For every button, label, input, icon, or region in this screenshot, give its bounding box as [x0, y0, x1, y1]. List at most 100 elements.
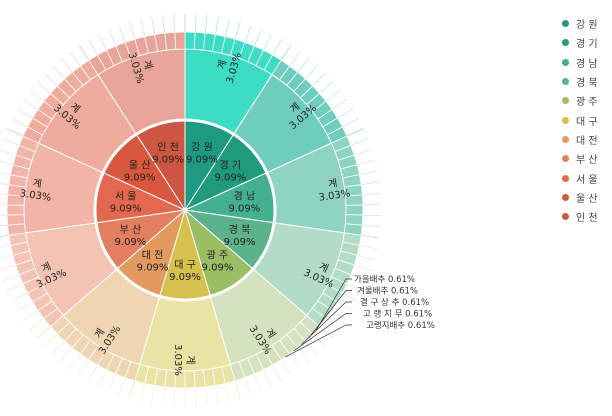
subtotal-label: 계 [32, 177, 43, 190]
category-value-label: 9.09% [110, 203, 142, 214]
item-slice-tick [162, 386, 166, 405]
item-slice-tick [359, 245, 378, 250]
item-slice-tick [342, 292, 359, 302]
item-slice [174, 31, 186, 50]
item-slice-tick [0, 245, 11, 248]
category-slice [136, 120, 186, 212]
item-slice-tick [362, 192, 381, 196]
item-slice-tick [325, 318, 341, 330]
item-slice [6, 214, 26, 226]
item-slice-tick [263, 33, 272, 51]
item-slice-tick [6, 283, 24, 292]
item-slice [6, 204, 25, 216]
legend-item[interactable]: 광 주 [562, 91, 598, 110]
item-slice-tick [129, 380, 136, 399]
legend-item[interactable]: 경 북 [562, 72, 598, 91]
item-slice-tick [225, 383, 230, 401]
item-slice [184, 370, 196, 389]
legend-label: 경 북 [576, 78, 598, 90]
item-slice-tick [0, 235, 9, 237]
item-slice-tick [60, 347, 73, 362]
legend-swatch-icon [562, 174, 569, 182]
item-slice-tick [98, 33, 107, 51]
item-slice-tick [342, 118, 359, 128]
legend-label: 서 울 [576, 174, 598, 186]
callout-label: 결 구 상 추 0.61% [360, 297, 429, 308]
legend-item[interactable]: 대 구 [562, 110, 598, 129]
item-slice-tick [204, 386, 208, 405]
item-slice-tick [129, 21, 136, 40]
item-slice-tick [350, 274, 368, 282]
item-slice-tick [215, 385, 219, 404]
item-slice-tick [361, 235, 380, 239]
callout-label: 고랭지배추 0.61% [366, 320, 435, 331]
legend-label: 대 구 [576, 116, 598, 128]
legend-item[interactable]: 부 산 [562, 149, 598, 168]
legend-item[interactable]: 울 산 [562, 188, 598, 207]
item-slice-tick [254, 29, 262, 47]
legend-item[interactable]: 인 천 [562, 207, 598, 226]
item-slice [184, 31, 196, 50]
item-slice-tick [118, 25, 126, 43]
legend-item[interactable]: 경 남 [562, 53, 598, 72]
item-slice-tick [0, 254, 13, 259]
item-slice-tick [289, 51, 301, 67]
item-slice-tick [215, 16, 219, 35]
legend-label: 광 주 [576, 97, 598, 109]
item-slice-tick [162, 15, 166, 34]
item-slice-tick [140, 19, 145, 37]
legend-label: 대 전 [576, 135, 598, 147]
item-slice-tick [272, 364, 282, 381]
item-slice-tick [78, 359, 90, 376]
legend-item[interactable]: 서 울 [562, 168, 598, 187]
item-slice-tick [362, 224, 381, 228]
item-slice-tick [346, 128, 364, 137]
legend-item[interactable]: 강 원 [562, 14, 598, 33]
item-slice-tick [23, 99, 39, 110]
item-slice-tick [151, 16, 155, 35]
item-slice-tick [280, 359, 292, 376]
item-slice-tick [173, 14, 176, 33]
legend-swatch-icon [562, 155, 569, 163]
callout-line [301, 301, 352, 345]
item-slice-tick [44, 73, 58, 87]
category-label: 인 천 [157, 141, 179, 153]
item-slice-tick [359, 170, 378, 175]
item-slice-tick [337, 301, 353, 312]
item-slice-tick [325, 90, 341, 102]
legend-swatch-icon [562, 39, 569, 47]
item-slice-tick [350, 138, 368, 146]
category-label: 경 남 [234, 189, 256, 202]
category-value-label: 9.09% [169, 272, 201, 283]
subtotal-label-group: 계3.03% [172, 344, 196, 376]
legend-item[interactable]: 경 기 [562, 33, 598, 52]
legend-swatch-icon [562, 97, 569, 105]
legend-label: 강 원 [576, 20, 598, 32]
subtotal-label-group: 계3.03% [318, 177, 351, 204]
item-slice-tick [234, 21, 241, 40]
item-slice-tick [173, 387, 176, 406]
subtotal-label: 계 [317, 260, 330, 275]
category-value-label: 9.09% [137, 262, 169, 273]
item-slice-tick [305, 65, 318, 80]
item-slice-tick [0, 183, 9, 185]
item-slice-tick [272, 39, 282, 56]
callout-line [285, 324, 352, 358]
item-slice-tick [6, 128, 24, 137]
item-slice-tick [194, 387, 197, 406]
category-label: 강 원 [191, 141, 213, 153]
item-slice-tick [346, 283, 364, 292]
callout-line [315, 278, 352, 331]
item-slice-tick [0, 149, 16, 156]
legend-item[interactable]: 대 전 [562, 130, 598, 149]
subtotal-value-label: 3.03% [172, 344, 183, 376]
item-slice-tick [69, 353, 81, 369]
item-slice-tick [319, 81, 334, 94]
item-slice [7, 223, 27, 236]
legend-swatch-icon [562, 213, 569, 221]
legend-swatch-icon [562, 20, 569, 28]
item-slice-tick [0, 264, 16, 271]
item-slice-tick [337, 108, 353, 119]
subtotal-label: 계 [40, 260, 53, 275]
